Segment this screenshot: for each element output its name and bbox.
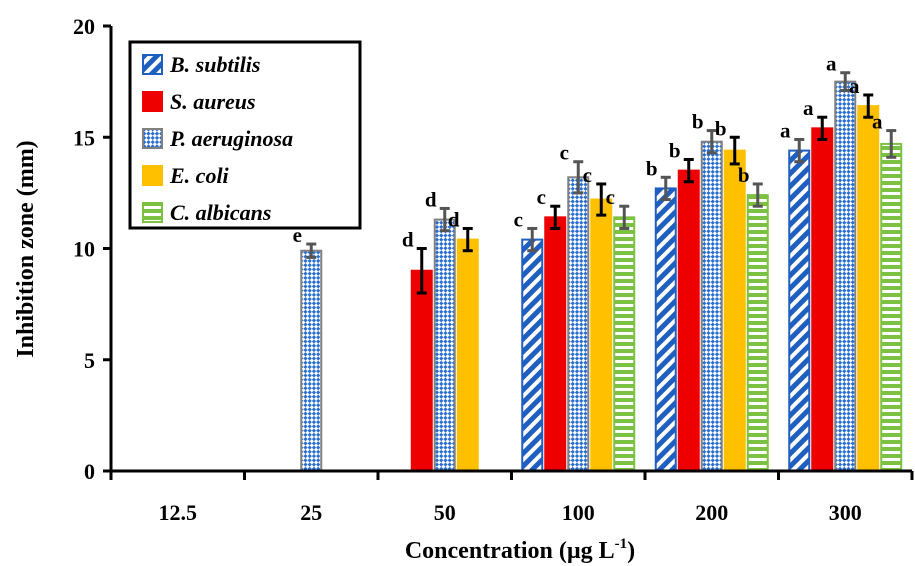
y-tick-label: 5	[84, 348, 95, 373]
bar-p-aeruginosa	[567, 176, 590, 473]
significance-letter: c	[606, 185, 615, 209]
significance-letter: d	[448, 207, 460, 231]
bar-e-coli	[456, 238, 479, 472]
legend-swatch-p-aeruginosa	[142, 128, 163, 149]
x-axis-title-close: )	[627, 538, 635, 564]
significance-letter: b	[669, 139, 681, 163]
legend-label-e-coli: E. coli	[169, 163, 230, 188]
y-axis-title: Inhibition zone (mm)	[13, 140, 39, 357]
bars-layer	[300, 80, 903, 473]
bar-p-aeruginosa	[834, 80, 857, 472]
x-tick-label: 100	[562, 500, 595, 525]
bar-e-coli	[723, 149, 746, 472]
bar-b-subtilis	[654, 187, 677, 473]
legend-swatch-b-subtilis	[142, 54, 163, 75]
legend-label-s-aureus: S. aureus	[170, 89, 256, 114]
significance-letter: a	[826, 52, 837, 76]
significance-letter: b	[738, 163, 750, 187]
y-ticks: 0 5 10 15 20	[73, 14, 111, 484]
x-tick-label: 200	[695, 500, 728, 525]
x-tick-label: 50	[434, 500, 456, 525]
bar-c-albicans	[613, 216, 636, 472]
significance-letter: a	[849, 74, 860, 98]
legend-label-c-albicans: C. albicans	[170, 200, 271, 225]
significance-letters-layer: c b a d c b a e d c b a d c b a c b a	[293, 52, 883, 252]
bar-s-aureus	[544, 216, 567, 472]
significance-letter: a	[780, 118, 791, 142]
significance-letter: e	[293, 223, 302, 247]
significance-letter: b	[646, 156, 658, 180]
x-tick-label: 25	[300, 500, 322, 525]
y-tick-label: 10	[73, 237, 95, 262]
x-tick-label: 300	[829, 500, 862, 525]
bar-c-albicans	[880, 142, 903, 473]
y-tick-label: 0	[84, 459, 95, 484]
significance-letter: c	[560, 141, 569, 165]
significance-letter: a	[872, 110, 883, 134]
legend-label-b-subtilis: B. subtilis	[169, 52, 260, 77]
x-ticks: 12.5 25 50 100 200 300	[109, 471, 914, 525]
x-axis-title-main: Concentration (µg L	[405, 538, 615, 564]
x-axis-title: Concentration (µg L-1)	[405, 536, 635, 564]
significance-letter: d	[402, 228, 414, 252]
bar-e-coli	[857, 105, 880, 472]
bar-c-albicans	[746, 194, 769, 472]
error-bars-layer	[306, 71, 897, 295]
x-axis-title-sup: -1	[615, 536, 628, 552]
significance-letter: c	[537, 185, 546, 209]
significance-letter: d	[425, 187, 437, 211]
legend-swatch-c-albicans	[142, 202, 163, 223]
bar-s-aureus	[677, 169, 700, 472]
bar-p-aeruginosa	[300, 249, 323, 472]
bar-p-aeruginosa	[700, 140, 723, 472]
bar-s-aureus	[811, 127, 834, 472]
bar-e-coli	[590, 198, 613, 473]
legend-swatch-s-aureus	[142, 91, 163, 112]
bar-b-subtilis	[521, 238, 544, 472]
significance-letter: b	[692, 110, 704, 134]
legend-swatch-e-coli	[142, 165, 163, 186]
y-tick-label: 20	[73, 14, 95, 39]
bar-b-subtilis	[788, 149, 811, 472]
legend-label-p-aeruginosa: P. aeruginosa	[169, 126, 293, 151]
bar-s-aureus	[410, 269, 433, 472]
bar-p-aeruginosa	[433, 218, 456, 472]
significance-letter: b	[715, 116, 727, 140]
significance-letter: c	[583, 163, 592, 187]
significance-letter: a	[803, 96, 814, 120]
legend-box	[128, 40, 362, 230]
x-tick-label: 12.5	[159, 500, 198, 525]
legend: B. subtilis S. aureus P. aeruginosa E. coli…	[128, 40, 362, 230]
significance-letter: c	[514, 207, 523, 231]
y-tick-label: 15	[73, 125, 95, 150]
